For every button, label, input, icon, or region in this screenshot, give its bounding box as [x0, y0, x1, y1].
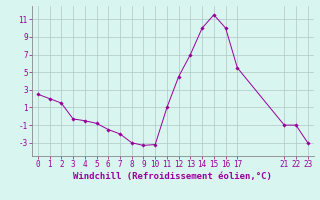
- X-axis label: Windchill (Refroidissement éolien,°C): Windchill (Refroidissement éolien,°C): [73, 172, 272, 181]
